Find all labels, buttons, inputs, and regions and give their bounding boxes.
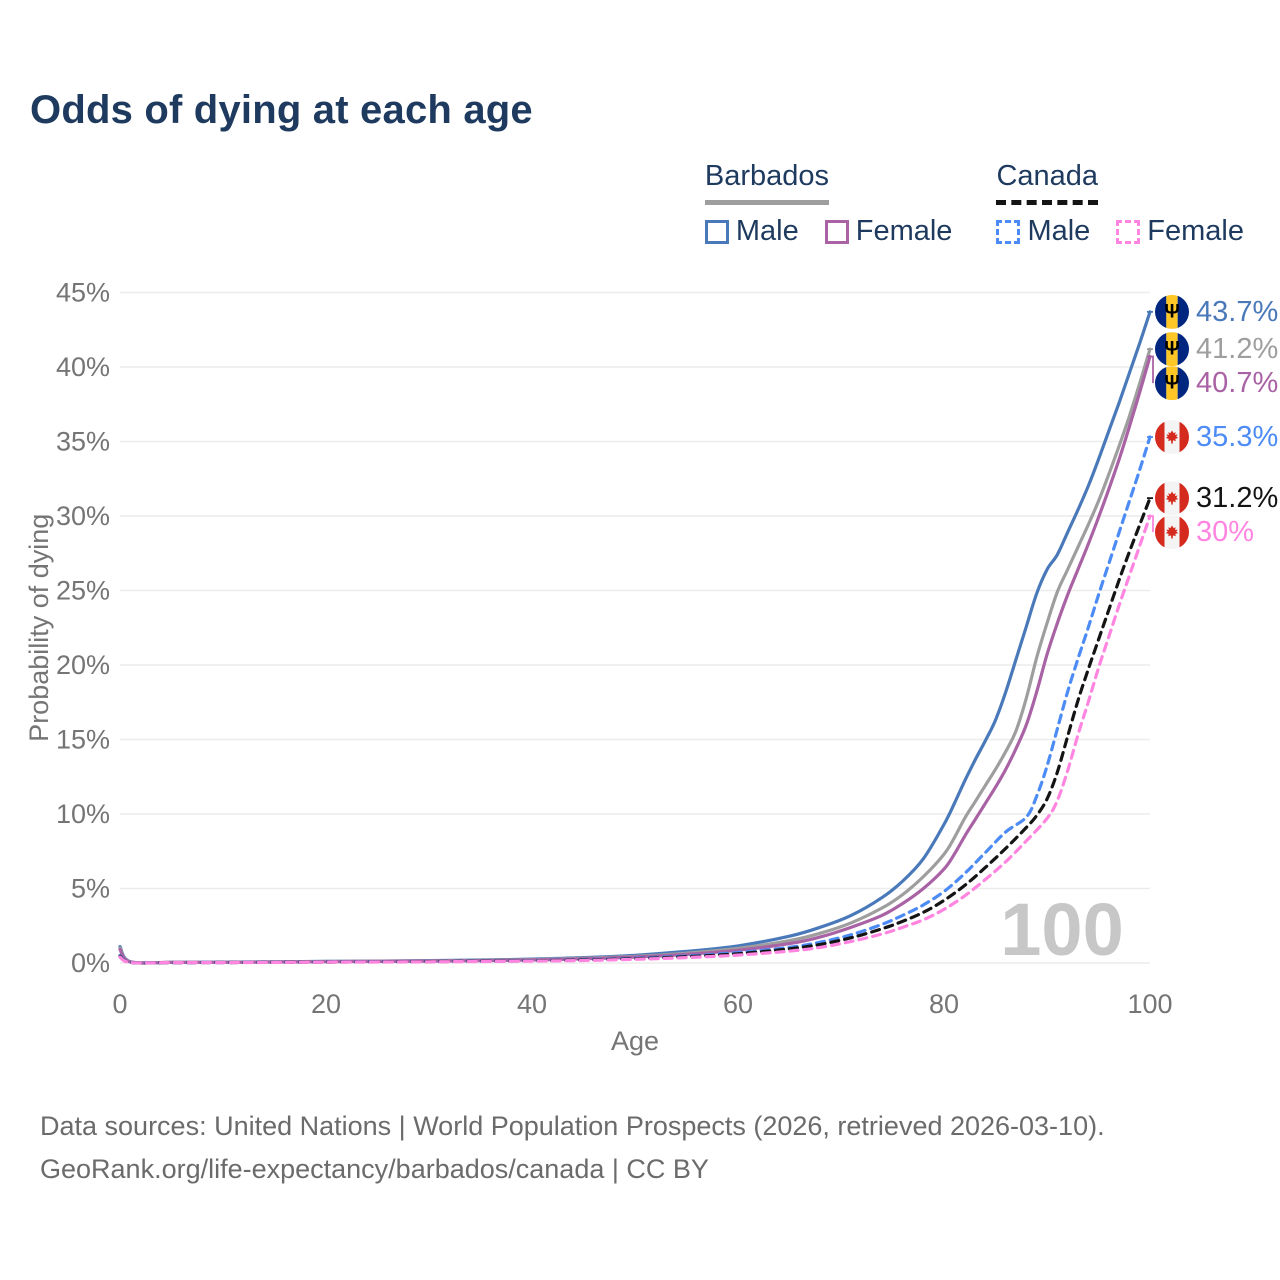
watermark-age-label: 100: [1000, 888, 1123, 971]
legend-group-canada: Canada Male Female: [996, 160, 1244, 248]
series-line-canada-female[interactable]: [118, 514, 1152, 965]
footer-attribution: GeoRank.org/life-expectancy/barbados/can…: [40, 1154, 709, 1184]
canada-male-swatch-icon: [996, 219, 1021, 244]
x-axis-tick-label: 100: [1127, 989, 1172, 1019]
legend-items-canada: Male Female: [996, 215, 1244, 248]
svg-text:Ψ: Ψ: [1164, 339, 1179, 360]
svg-text:Ψ: Ψ: [1164, 373, 1179, 394]
series-line-canada-both[interactable]: [118, 496, 1152, 965]
canada-flag-icon: [1155, 481, 1189, 516]
end-value-label-canada-both: 31.2%: [1196, 482, 1278, 514]
barbados-flag-icon: Ψ: [1155, 366, 1189, 401]
legend-items-barbados: Male Female: [704, 215, 953, 248]
y-axis-tick-label: 40%: [56, 352, 110, 382]
svg-text:Ψ: Ψ: [1164, 301, 1179, 322]
y-axis-tick-label: 0%: [71, 948, 110, 978]
footer-data-sources: Data sources: United Nations | World Pop…: [40, 1111, 1105, 1141]
y-axis-tick-label: 25%: [56, 576, 110, 606]
x-axis-title: Age: [611, 1026, 659, 1056]
end-value-label-canada-female: 30%: [1196, 516, 1254, 548]
y-axis-tick-label: 30%: [56, 501, 110, 531]
y-axis-tick-label: 15%: [56, 725, 110, 755]
end-value-label-barbados-female: 40.7%: [1196, 367, 1278, 399]
x-axis-tick-label: 20: [311, 989, 341, 1019]
y-axis-tick-label: 35%: [56, 427, 110, 457]
y-axis-tick-label: 20%: [56, 650, 110, 680]
canada-flag-icon: [1155, 515, 1189, 550]
x-axis-tick-label: 60: [723, 989, 753, 1019]
canada-flag-icon: [1155, 420, 1189, 455]
legend-item-label: Male: [1027, 215, 1091, 247]
y-axis-tick-label: 5%: [71, 874, 110, 904]
legend-item-barbados-female[interactable]: Female: [824, 215, 953, 248]
legend-item-label: Male: [735, 215, 799, 247]
legend-country-barbados[interactable]: Barbados: [704, 160, 830, 205]
legend-item-label: Female: [1147, 215, 1244, 247]
x-axis-tick-label: 80: [929, 989, 959, 1019]
barbados-male-swatch-icon: [704, 219, 729, 244]
legend: Barbados Male Female Canada Male: [704, 160, 1244, 248]
barbados-flag-icon: Ψ: [1155, 294, 1189, 329]
legend-item-canada-male[interactable]: Male: [996, 215, 1090, 248]
legend-item-canada-female[interactable]: Female: [1116, 215, 1244, 248]
end-value-label-canada-male: 35.3%: [1196, 421, 1278, 453]
label-connector: [1147, 515, 1154, 533]
label-connector: [1147, 355, 1154, 384]
legend-country-canada[interactable]: Canada: [996, 160, 1099, 205]
legend-item-barbados-male[interactable]: Male: [704, 215, 799, 248]
series-line-barbados-male[interactable]: [118, 310, 1152, 965]
y-axis-tick-label: 45%: [56, 278, 110, 308]
end-value-label-barbados-both: 41.2%: [1196, 333, 1278, 365]
page-title: Odds of dying at each age: [30, 88, 533, 132]
barbados-female-swatch-icon: [824, 219, 849, 244]
canada-female-swatch-icon: [1116, 219, 1141, 244]
y-axis-tick-label: 10%: [56, 799, 110, 829]
barbados-flag-icon: Ψ: [1155, 332, 1189, 367]
x-axis-tick-label: 40: [517, 989, 547, 1019]
end-value-label-barbados-male: 43.7%: [1196, 296, 1278, 328]
legend-group-barbados: Barbados Male Female: [704, 160, 953, 248]
legend-item-label: Female: [855, 215, 953, 247]
y-axis-title: Probability of dying: [24, 514, 54, 742]
footer: Data sources: United Nations | World Pop…: [40, 1105, 1105, 1191]
x-axis-tick-label: 0: [112, 989, 127, 1019]
